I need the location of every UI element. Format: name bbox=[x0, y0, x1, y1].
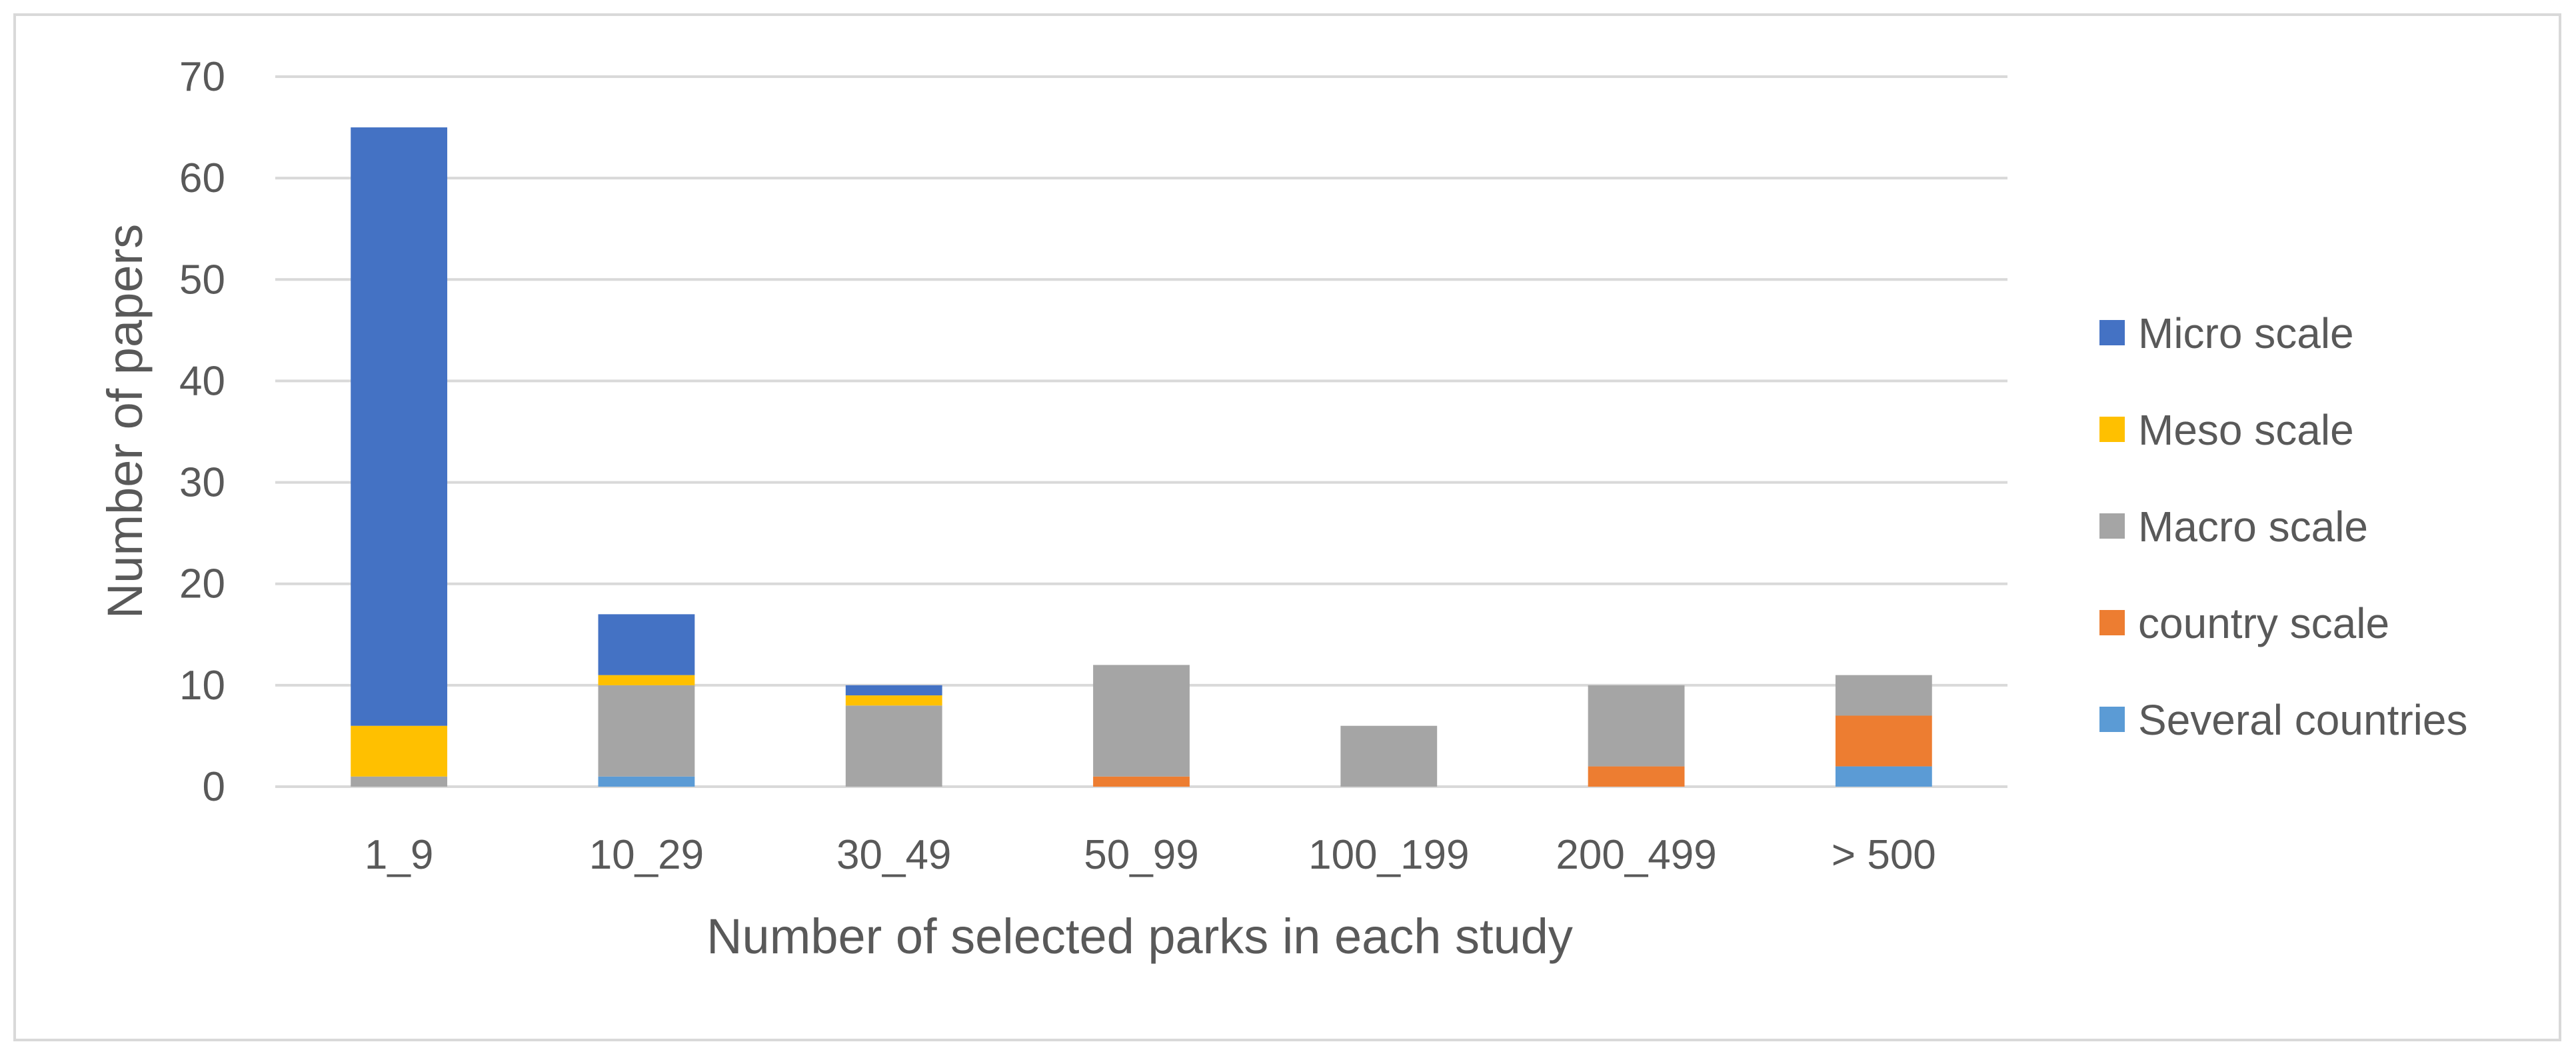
y-tick-labels: 0 10 20 30 40 50 60 70 bbox=[179, 54, 225, 810]
x-axis-title: Number of selected parks in each study bbox=[706, 909, 1573, 964]
y-tick-label: 50 bbox=[179, 257, 225, 303]
bar-segment bbox=[1835, 715, 1932, 767]
y-tick-label: 60 bbox=[179, 155, 225, 201]
legend-item: Macro scale bbox=[2099, 503, 2368, 551]
x-tick-label: > 500 bbox=[1832, 832, 1936, 878]
bar-segment bbox=[1835, 675, 1932, 716]
x-tick-label: 200_499 bbox=[1556, 832, 1716, 878]
legend-swatch bbox=[2099, 417, 2125, 442]
legend: Micro scale Meso scale Macro scale country … bbox=[2099, 309, 2467, 744]
legend-label: country scale bbox=[2138, 599, 2389, 647]
y-axis-title: Number of papers bbox=[97, 224, 153, 619]
bar-segment bbox=[598, 776, 695, 787]
legend-label: Micro scale bbox=[2138, 309, 2354, 357]
y-tick-label: 0 bbox=[203, 764, 225, 810]
bar-segment bbox=[845, 705, 942, 787]
legend-item: Several countries bbox=[2099, 696, 2467, 744]
x-tick-label: 100_199 bbox=[1308, 832, 1469, 878]
bar-segment bbox=[1093, 776, 1190, 787]
bar-segment bbox=[1588, 685, 1685, 767]
y-tick-label: 70 bbox=[179, 54, 225, 100]
legend-swatch bbox=[2099, 610, 2125, 635]
bar-segment bbox=[598, 685, 695, 777]
bars bbox=[351, 127, 1932, 787]
legend-item: Micro scale bbox=[2099, 309, 2354, 357]
x-tick-label: 10_29 bbox=[589, 832, 704, 878]
y-tick-label: 10 bbox=[179, 663, 225, 709]
x-tick-label: 30_49 bbox=[836, 832, 951, 878]
bar-segment bbox=[351, 127, 448, 726]
bar-segment bbox=[1835, 766, 1932, 787]
bar-segment bbox=[1093, 665, 1190, 777]
legend-label: Macro scale bbox=[2138, 503, 2368, 551]
legend-label: Meso scale bbox=[2138, 406, 2354, 454]
legend-swatch bbox=[2099, 513, 2125, 539]
bar-segment bbox=[598, 675, 695, 685]
bar-segment bbox=[351, 725, 448, 777]
legend-label: Several countries bbox=[2138, 696, 2467, 744]
legend-swatch bbox=[2099, 707, 2125, 732]
bar-segment bbox=[845, 685, 942, 696]
y-tick-label: 40 bbox=[179, 358, 225, 404]
x-tick-labels: 1_9 10_29 30_49 50_99 100_199 200_499 > 500 bbox=[365, 832, 1936, 878]
bar-segment bbox=[598, 614, 695, 675]
x-tick-label: 50_99 bbox=[1084, 832, 1198, 878]
x-tick-label: 1_9 bbox=[365, 832, 433, 878]
bar-segment bbox=[1588, 766, 1685, 787]
legend-swatch bbox=[2099, 320, 2125, 345]
legend-item: country scale bbox=[2099, 599, 2389, 647]
y-tick-label: 20 bbox=[179, 561, 225, 607]
y-tick-label: 30 bbox=[179, 460, 225, 506]
gridlines bbox=[275, 75, 2007, 788]
bar-segment bbox=[845, 695, 942, 706]
bar-segment bbox=[1340, 725, 1438, 787]
legend-item: Meso scale bbox=[2099, 406, 2354, 454]
bar-segment bbox=[351, 776, 448, 787]
